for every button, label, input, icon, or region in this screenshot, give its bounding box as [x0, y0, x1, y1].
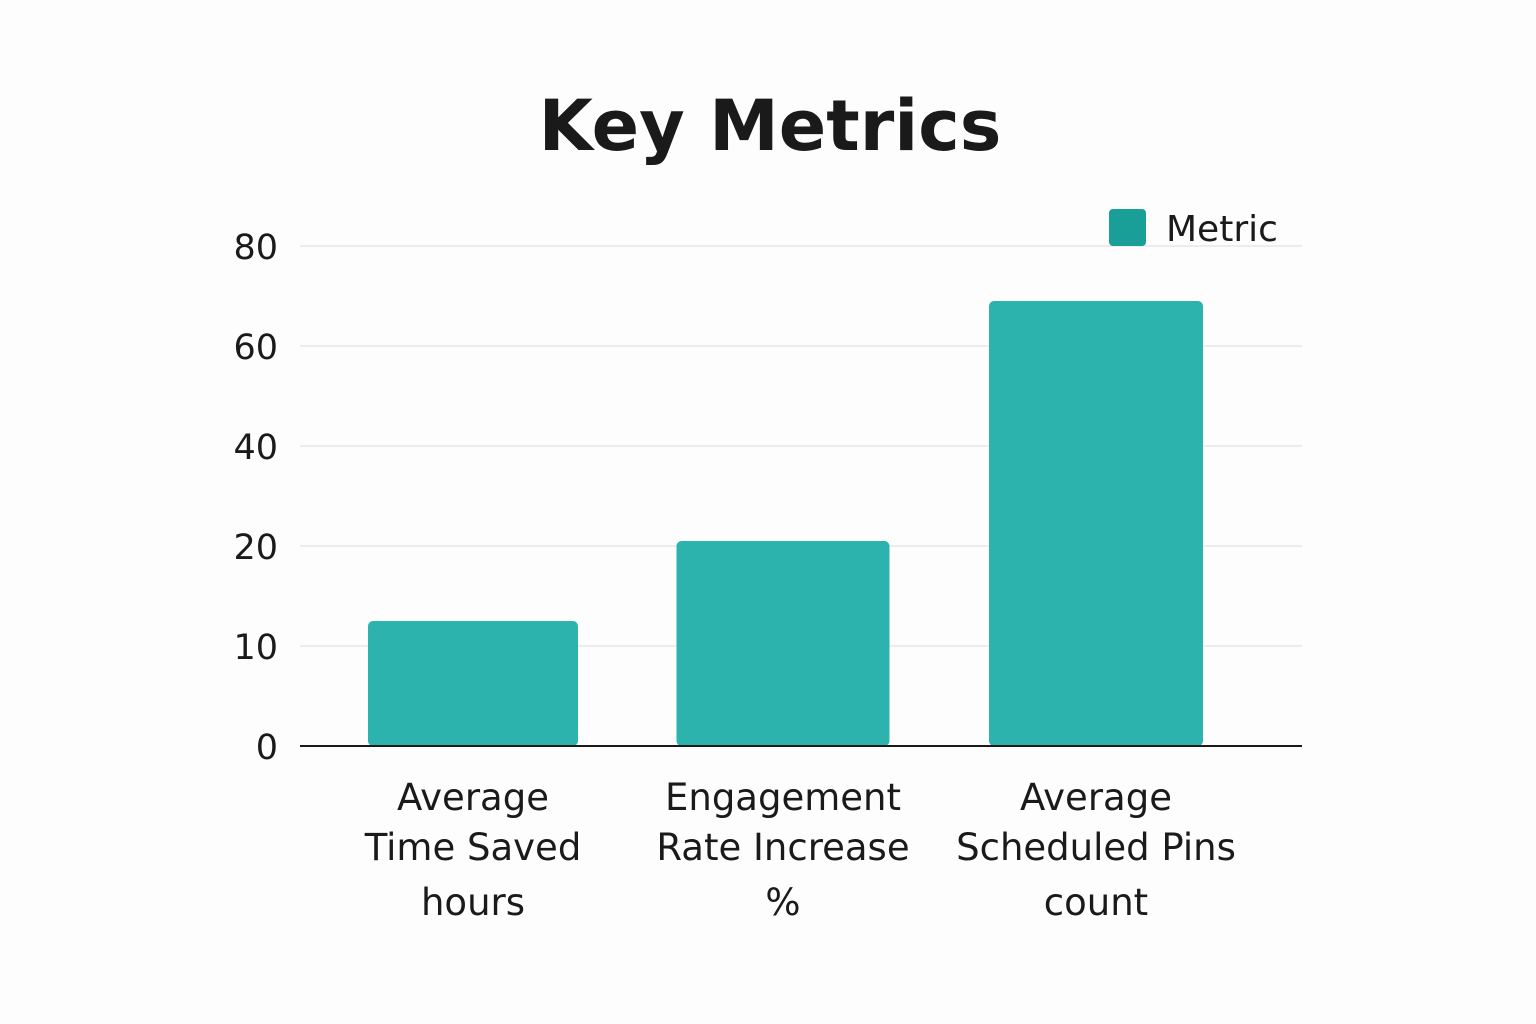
x-tick-label: Average Time Saved hours: [364, 776, 582, 924]
bars: [368, 301, 1203, 746]
chart-title: Key Metrics: [539, 85, 1002, 167]
y-tick-label: 80: [233, 228, 278, 268]
y-tick-label: 10: [233, 628, 278, 668]
y-axis-ticks: 0 10 20 40 60 80: [233, 228, 278, 768]
y-tick-label: 20: [233, 528, 278, 568]
bar: [989, 301, 1203, 746]
legend-swatch: [1109, 209, 1146, 246]
y-tick-label: 40: [233, 428, 278, 468]
x-tick-label: Engagement Rate Increase%: [656, 776, 909, 924]
x-tick-label: Average Scheduled Pins count: [956, 776, 1236, 924]
legend: Metric: [1109, 209, 1278, 250]
bar: [676, 541, 890, 746]
x-axis-labels: Average Time Saved hours Engagement Rate Inc…: [364, 776, 1236, 924]
bar: [368, 621, 578, 746]
legend-label: Metric: [1166, 209, 1278, 250]
y-tick-label: 60: [233, 328, 278, 368]
y-tick-label: 0: [256, 728, 278, 768]
